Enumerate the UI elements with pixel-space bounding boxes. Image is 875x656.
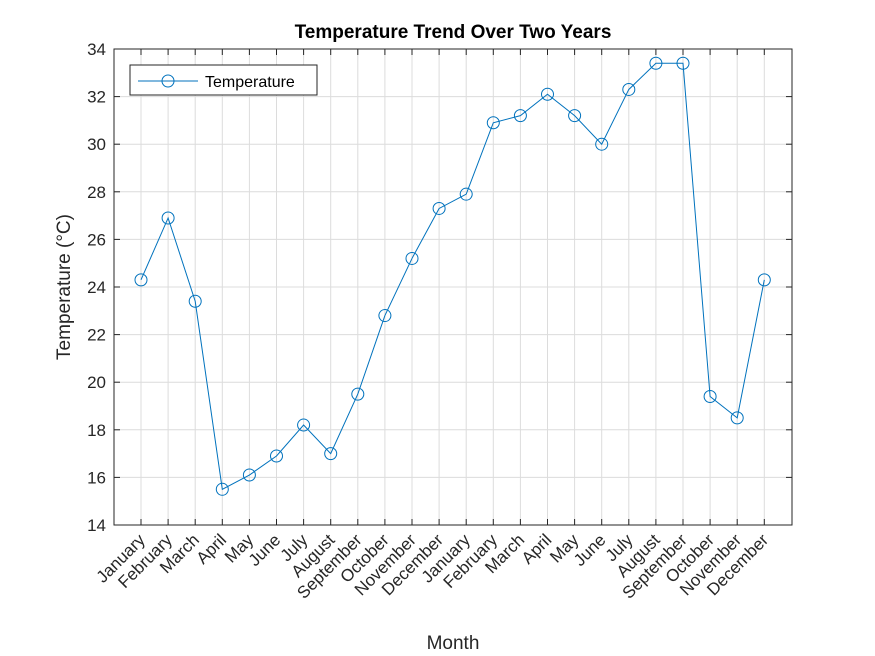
y-tick-label: 32 — [87, 88, 106, 107]
y-tick-label: 34 — [87, 40, 106, 59]
data-point — [324, 447, 338, 461]
y-tick-label: 22 — [87, 326, 106, 345]
data-point — [405, 251, 419, 265]
x-axis-ticks: JanuaryFebruaryMarchAprilMayJuneJulyAugu… — [93, 49, 772, 603]
chart-title: Temperature Trend Over Two Years — [295, 22, 612, 43]
data-point — [378, 309, 392, 323]
legend-label: Temperature — [205, 74, 295, 91]
data-point — [676, 56, 690, 70]
y-tick-label: 16 — [87, 468, 106, 487]
legend-box — [129, 64, 318, 96]
data-point — [513, 109, 527, 123]
series-temperature — [134, 56, 771, 496]
data-point — [730, 411, 744, 425]
data-point — [703, 389, 717, 403]
series-line — [140, 62, 765, 491]
data-point — [595, 137, 609, 151]
grid-lines — [114, 48, 792, 526]
data-point — [432, 201, 446, 215]
data-point — [270, 449, 283, 463]
data-point — [242, 468, 256, 482]
data-point — [486, 116, 500, 130]
y-axis-label: Temperature (°C) — [54, 214, 75, 360]
data-point — [215, 482, 229, 496]
y-axis-ticks: 14 16 18 20 22 24 26 28 30 32 34 — [87, 40, 792, 535]
y-tick-label: 28 — [87, 183, 106, 202]
data-point — [134, 273, 148, 287]
data-point — [568, 109, 582, 123]
y-tick-label: 20 — [87, 373, 106, 392]
y-tick-label: 30 — [87, 135, 106, 154]
legend-marker-circle — [161, 74, 175, 88]
legend: Temperature — [129, 64, 318, 96]
data-point — [188, 294, 202, 308]
y-tick-label: 26 — [87, 230, 106, 249]
y-tick-label: 18 — [87, 421, 106, 440]
data-point — [351, 387, 365, 401]
y-tick-label: 24 — [87, 278, 106, 297]
data-point — [541, 87, 554, 101]
data-point — [757, 273, 771, 287]
x-axis-label: Month — [427, 633, 480, 654]
data-point — [297, 418, 311, 432]
data-point — [622, 82, 636, 96]
y-tick-label: 14 — [87, 516, 106, 535]
data-point — [161, 211, 175, 225]
data-point — [649, 56, 663, 70]
data-point — [459, 187, 473, 201]
